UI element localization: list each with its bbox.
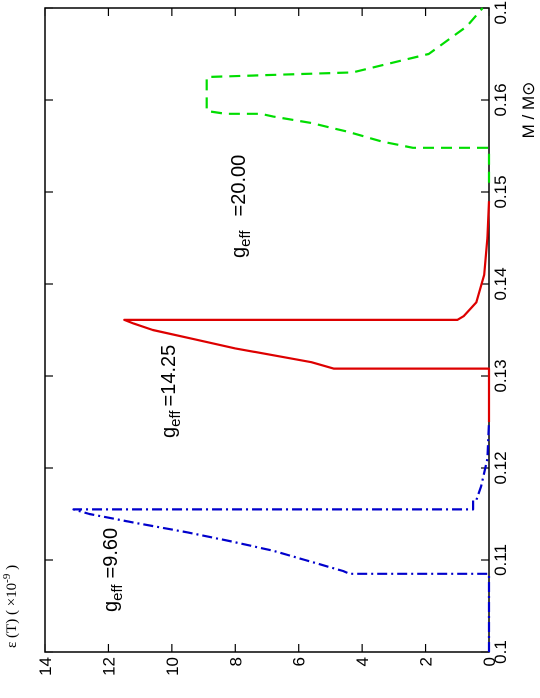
x-tick-label-5: 0.15 xyxy=(491,175,510,208)
x-tick-label-7: 0.17 xyxy=(491,0,510,25)
annotation-0-sub: eff xyxy=(109,584,126,601)
annotation-1-value: =14.25 xyxy=(158,345,180,407)
x-tick-label-1: 0.11 xyxy=(491,544,510,576)
annotation-2-sub: eff xyxy=(237,230,254,247)
svg-text:ε (T) ( ×10-9 ): ε (T) ( ×10-9 ) xyxy=(1,565,20,648)
y-axis-label-exponent: -9 xyxy=(1,573,13,583)
series-line-1 xyxy=(123,201,491,422)
x-tick-label-0: 0.1 xyxy=(491,640,510,664)
y-tick-label-1: 2 xyxy=(417,657,436,666)
annotation-1-base: g xyxy=(158,427,180,438)
y-tick-label-7: 14 xyxy=(36,657,55,676)
annotation-0-value: =9.60 xyxy=(100,528,122,579)
annotation-1-sub: eff xyxy=(167,410,184,427)
series-line-0 xyxy=(72,421,491,652)
annotation-geff-20-00: geff =20.00 xyxy=(228,155,254,258)
y-axis-label-close: ) xyxy=(4,565,20,574)
y-tick-label-2: 4 xyxy=(353,657,372,666)
x-tick-label-6: 0.16 xyxy=(491,83,510,116)
y-tick-label-4: 8 xyxy=(226,657,245,666)
y-tick-label-5: 10 xyxy=(163,657,182,676)
y-tick-label-3: 6 xyxy=(290,657,309,666)
ticks xyxy=(44,7,490,653)
annotation-2-base: g xyxy=(228,247,250,258)
y-axis-label-main: ε (T) ( ×10 xyxy=(4,583,20,648)
y-tick-labels: 0 2 4 6 8 10 12 14 xyxy=(36,657,499,676)
series-group xyxy=(72,7,491,652)
annotation-0-base: g xyxy=(100,601,122,612)
annotation-geff-14-25: geff =14.25 xyxy=(158,345,184,438)
annotation-geff-9-60: geff =9.60 xyxy=(100,528,126,612)
x-tick-label-2: 0.12 xyxy=(491,451,510,484)
y-axis-label: ε (T) ( ×10-9 ) xyxy=(1,565,20,648)
annotation-2-value: =20.00 xyxy=(228,155,250,217)
annotations: geff=9.60 geff=14.25 geff=20.00 xyxy=(100,155,254,612)
y-tick-label-0: 0 xyxy=(480,657,499,666)
x-axis-label: M / M⊙ xyxy=(519,82,538,139)
x-tick-label-3: 0.13 xyxy=(491,359,510,392)
y-tick-label-6: 12 xyxy=(99,657,118,676)
x-tick-labels: 0.1 0.11 0.12 0.13 0.14 0.15 0.16 0.17 xyxy=(491,0,510,664)
x-tick-label-4: 0.14 xyxy=(491,267,510,300)
